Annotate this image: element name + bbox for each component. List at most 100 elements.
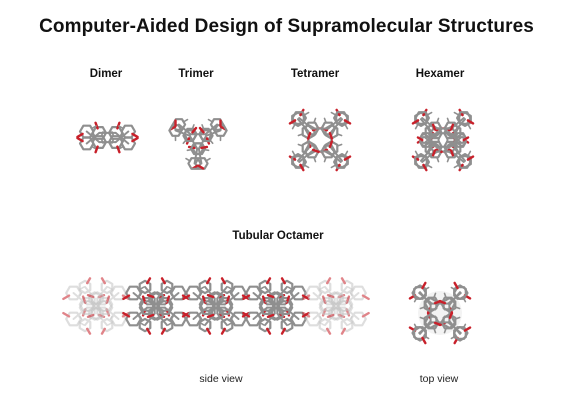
hydrogen-bond	[297, 133, 304, 137]
oxygen-bond	[462, 136, 470, 142]
oxygen-bond	[85, 277, 92, 285]
oxygen-bond	[466, 119, 475, 125]
aromatic-ring	[333, 111, 349, 125]
hydrogen-bond	[344, 150, 349, 156]
methylene-bridge	[276, 285, 288, 300]
aromatic-ring	[443, 127, 457, 140]
oxygen-bond	[463, 326, 472, 332]
hydrogen-bond	[437, 137, 441, 143]
macrocycle-unit	[122, 295, 190, 327]
trimer-figure	[148, 92, 248, 187]
methylene-bridge	[132, 306, 149, 320]
oxygen-bond	[86, 313, 95, 319]
aromatic-ring	[301, 140, 316, 156]
hydrogen-bond	[191, 124, 195, 130]
hydrogen-bond	[111, 131, 115, 137]
aromatic-ring	[414, 111, 430, 125]
hydrogen-bond	[162, 299, 168, 303]
methylene-bridge	[447, 321, 462, 334]
oxygen-bond	[85, 327, 92, 335]
oxygen-bond	[343, 155, 352, 161]
methylene-bridge	[192, 306, 209, 320]
side-view-caption: side view	[199, 373, 243, 385]
oxygen-bond	[433, 299, 442, 305]
oxygen-bond	[146, 293, 155, 299]
hydrogen-bond	[344, 124, 349, 130]
methylene-bridge	[276, 312, 288, 327]
hydrogen-bond	[342, 299, 348, 303]
oxygen-bond	[131, 136, 139, 143]
oxygen-bond	[431, 123, 437, 131]
hydrogen-bond	[427, 164, 433, 169]
oxygen-bond	[198, 126, 205, 134]
hydrogen-bond	[336, 143, 343, 147]
oxygen-bond	[242, 311, 251, 318]
hydrogen-bond	[319, 291, 323, 297]
oxygen-bond	[160, 277, 167, 285]
hydrogen-bond	[139, 291, 143, 297]
oxygen-bond	[361, 311, 370, 318]
methylene-bridge	[72, 306, 89, 320]
methylene-bridge	[448, 132, 462, 143]
dimer-figure	[60, 95, 155, 180]
aromatic-ring	[268, 306, 282, 321]
tetramer-label: Tetramer	[290, 68, 340, 80]
oxygen-bond	[191, 126, 198, 134]
aromatic-ring	[138, 317, 152, 333]
hydrogen-bond	[436, 117, 440, 124]
oxygen-bond	[205, 327, 212, 335]
oxygen-bond	[266, 313, 275, 319]
oxygen-bond	[421, 336, 427, 345]
methylene-bridge	[96, 285, 108, 300]
oxygen-bond	[265, 327, 272, 335]
hydrogen-bond	[79, 291, 83, 297]
methylene-bridge	[336, 312, 348, 327]
oxygen-bond	[76, 132, 84, 139]
macrocycle-unit	[206, 277, 234, 335]
aromatic-ring	[427, 121, 443, 136]
hydrogen-bond	[451, 144, 457, 148]
hydrogen-bond	[419, 316, 426, 320]
macrocycle-unit	[182, 285, 250, 317]
hydrogen-bond	[324, 309, 330, 313]
aromatic-ring	[333, 155, 349, 169]
macrocycle-unit	[416, 123, 470, 148]
aromatic-ring	[453, 326, 469, 340]
oxygen-bond	[219, 119, 222, 128]
hydrogen-bond	[450, 335, 456, 340]
page-title: Computer-Aided Design of Supramolecular …	[39, 16, 534, 37]
oxygen-bond	[265, 277, 272, 285]
oxygen-bond	[325, 327, 332, 335]
hydrogen-bond	[304, 164, 310, 169]
hexamer-molecule-svg	[411, 108, 475, 172]
oxygen-bond	[174, 119, 177, 128]
oxygen-bond	[361, 294, 370, 301]
aromatic-ring	[148, 306, 162, 321]
hydrogen-bond	[174, 135, 177, 142]
hydrogen-bond	[289, 315, 293, 321]
oxygen-bond	[422, 163, 428, 172]
methylene-bridge	[419, 291, 432, 306]
oxygen-bond	[62, 294, 71, 301]
hydrogen-bond	[206, 157, 211, 162]
methylene-bridge	[205, 129, 222, 137]
oxygen-bond	[326, 293, 335, 299]
hydrogen-bond	[413, 297, 418, 303]
hydrogen-bond	[297, 143, 304, 147]
hydrogen-bond	[204, 299, 210, 303]
hydrogen-bond	[313, 117, 317, 124]
hydrogen-bond	[319, 315, 323, 321]
hydrogen-bond	[229, 315, 233, 321]
aromatic-ring	[328, 306, 342, 321]
aromatic-ring	[442, 297, 457, 313]
aromatic-ring	[125, 285, 142, 301]
oxygen-bond	[453, 281, 459, 290]
oxygen-bond	[302, 311, 311, 318]
macrocycle-unit	[302, 295, 370, 327]
macrocycle-unit	[242, 295, 310, 327]
aromatic-ring	[340, 279, 354, 295]
macrocycle-unit	[62, 285, 130, 317]
hydrogen-bond	[183, 118, 189, 123]
hydrogen-bond	[349, 315, 353, 321]
methylene-bridge	[297, 147, 310, 162]
